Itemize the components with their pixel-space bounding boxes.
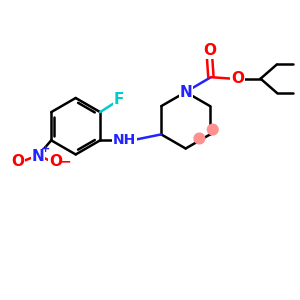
Text: F: F [114, 92, 124, 107]
Text: +: + [41, 144, 50, 154]
Circle shape [207, 124, 218, 135]
Text: −: − [60, 154, 71, 168]
Circle shape [194, 133, 205, 144]
Text: N: N [32, 149, 44, 164]
Text: NH: NH [113, 133, 136, 147]
Text: N: N [179, 85, 192, 100]
Text: O: O [203, 43, 216, 58]
Text: O: O [49, 154, 62, 169]
Text: O: O [231, 71, 244, 86]
Text: O: O [11, 154, 25, 169]
